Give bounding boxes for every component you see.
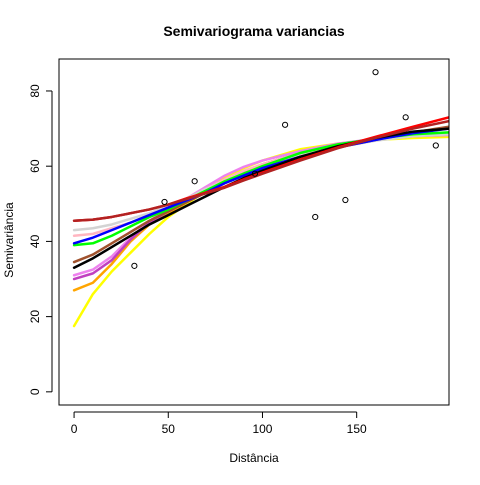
data-point-7: [342, 196, 349, 204]
data-point-4: [251, 170, 259, 177]
x-tick-label-0: 0: [71, 422, 78, 436]
y-tick-label-60: 60: [28, 159, 42, 173]
data-point-1: [131, 262, 138, 269]
series-layer: [72, 116, 449, 328]
data-point-10: [432, 142, 439, 149]
plot-frame: [58, 58, 450, 406]
chart-title: Semivariograma variancias: [163, 23, 345, 39]
y-tick-label-20: 20: [28, 310, 42, 324]
axes-layer: 0 50 100 150 0 20 40 60 80: [28, 84, 367, 436]
x-tick-label-100: 100: [252, 422, 272, 436]
y-tick-label-40: 40: [28, 234, 42, 248]
y-axis-label: Semivariância: [2, 202, 16, 278]
data-point-3: [191, 178, 198, 185]
data-point-2: [161, 198, 168, 206]
data-point-8: [372, 69, 379, 76]
data-point-6: [312, 213, 319, 221]
y-tick-label-0: 0: [28, 388, 42, 395]
x-tick-label-50: 50: [162, 422, 176, 436]
y-tick-label-80: 80: [28, 84, 42, 98]
series-line-12: [72, 119, 449, 222]
x-axis-label: Distância: [229, 451, 279, 465]
data-point-5: [281, 121, 289, 128]
points-layer: [131, 69, 439, 269]
data-point-9: [402, 114, 409, 121]
x-tick-label-150: 150: [347, 422, 367, 436]
